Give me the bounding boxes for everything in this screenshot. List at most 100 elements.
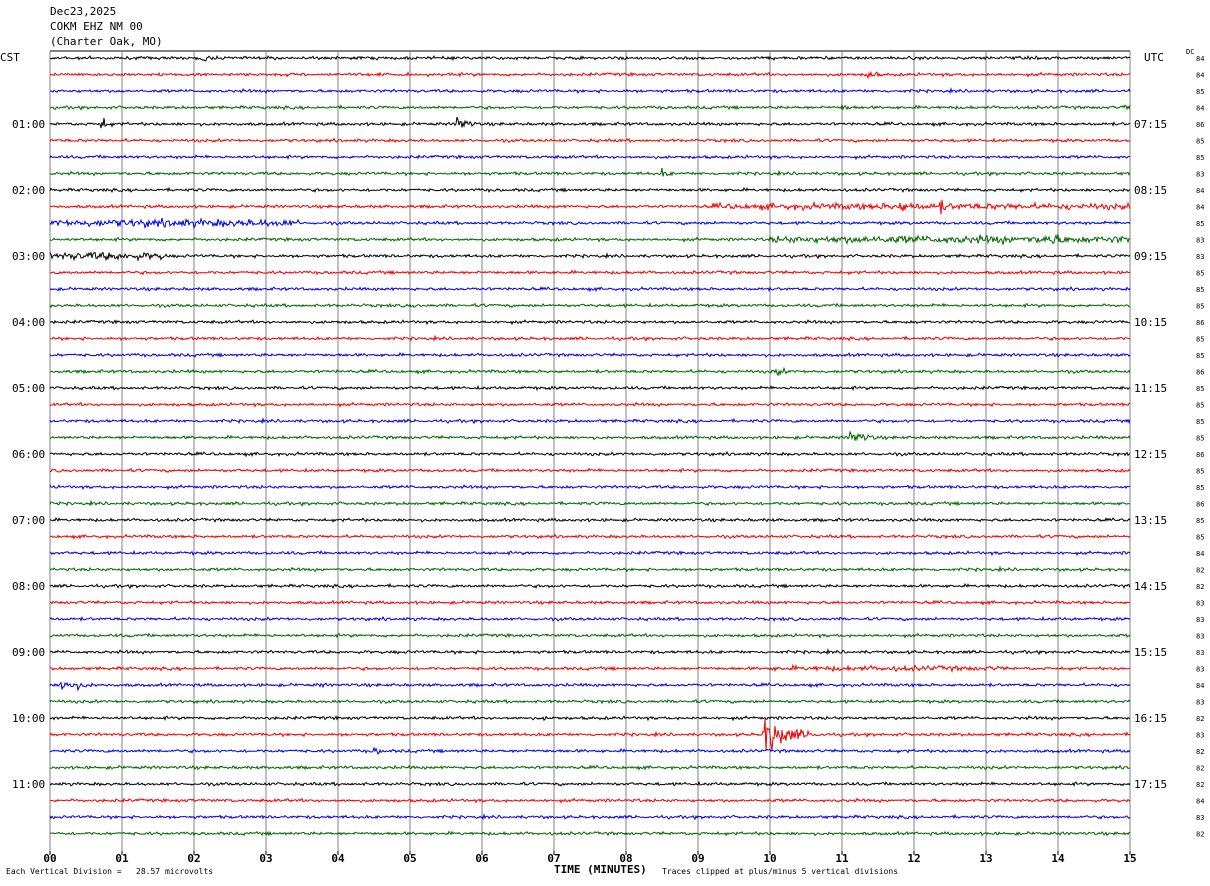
dc-offset-label: 83 [1196,732,1204,740]
x-tick-label: 05 [403,852,416,865]
station-code: COKM EHZ NM 00 [50,20,143,33]
dc-offset-label: 84 [1196,187,1204,195]
station-location: (Charter Oak, MO) [50,35,163,48]
seismic-trace [49,104,1131,111]
cst-hour-label: 02:00 [12,184,45,197]
utc-hour-label: 10:15 [1134,316,1167,329]
x-tick-label: 06 [475,852,489,865]
seismic-trace [49,430,1131,442]
seismic-trace [49,830,1131,837]
dc-offset-label: 85 [1196,220,1204,228]
seismic-trace [49,70,1131,80]
scale-note: Each Vertical Division = 28.57 microvolt… [6,867,214,876]
x-axis-label: TIME (MINUTES) [554,863,647,876]
seismic-trace [49,416,1131,425]
dc-offset-label: 83 [1196,237,1204,245]
seismic-trace [49,384,1131,392]
dc-offset-label: 86 [1196,451,1204,459]
x-tick-label: 03 [259,852,272,865]
seismic-trace [49,516,1131,523]
minute-grid [49,50,1131,851]
right-timezone-label: UTC [1144,51,1164,64]
cst-hour-label: 05:00 [12,382,45,395]
seismic-trace [49,467,1131,474]
dc-offset-label: 83 [1196,633,1204,641]
dc-offset-label: 85 [1196,270,1204,278]
dc-offset-label: 83 [1196,666,1204,674]
x-tick-label: 08 [619,852,632,865]
dc-offset-label: 85 [1196,286,1204,294]
seismic-trace [49,549,1131,557]
seismic-trace [49,681,1131,692]
utc-hour-label: 07:15 [1134,118,1167,131]
x-tick-label: 10 [763,852,776,865]
dc-offset-label: 83 [1196,616,1204,624]
x-tick-label: 09 [691,852,704,865]
dc-offset-label: 82 [1196,715,1204,723]
x-axis-ticks: 00 01 02 03 04 05 06 07 08 09 10 11 12 13 14 15 [43,851,1137,865]
seismic-trace [49,719,1131,752]
utc-hour-label: 13:15 [1134,514,1167,527]
dc-offset-label: 84 [1196,798,1204,806]
seismic-trace [49,186,1131,193]
clip-note: Traces clipped at plus/minus 5 vertical … [662,867,899,876]
record-date: Dec23,2025 [50,5,117,18]
left-timezone-label: CST [0,51,20,64]
dc-offset-label: 85 [1196,385,1204,393]
seismic-trace [49,451,1131,458]
seismic-trace [49,334,1131,342]
dc-offset-label: 86 [1196,369,1204,377]
dc-offset-label: 85 [1196,517,1204,525]
seismic-trace [49,582,1131,590]
dc-offset-label: 86 [1196,501,1204,509]
x-tick-label: 04 [331,852,345,865]
seismic-trace [49,780,1131,788]
dc-offset-label: 85 [1196,534,1204,542]
seismic-trace [49,647,1131,656]
dc-offset-label: 85 [1196,154,1204,162]
seismic-trace [49,54,1131,62]
seismic-trace [49,319,1131,326]
seismic-trace [49,366,1131,377]
dc-offset-label: 85 [1196,352,1204,360]
dc-offset-label: 82 [1196,765,1204,773]
cst-hour-label: 06:00 [12,448,45,461]
seismic-trace [49,715,1131,722]
seismic-trace [49,167,1131,177]
seismic-traces: 84 84 85 84 01:00 07:15 86 85 85 83 02:00 08:15 84 84… [12,54,1204,839]
seismic-trace [49,698,1131,705]
dc-offset-label: 83 [1196,699,1204,707]
dc-offset-label: 86 [1196,319,1204,327]
dc-offset-label: 86 [1196,121,1204,129]
dc-offset-label: 85 [1196,303,1204,311]
x-tick-label: 15 [1123,852,1136,865]
x-tick-label: 02 [187,852,200,865]
seismic-trace [49,86,1131,95]
dc-offset-label: 83 [1196,253,1204,261]
seismic-trace [49,302,1131,309]
utc-hour-label: 17:15 [1134,778,1167,791]
dc-offset-label: 84 [1196,682,1204,690]
seismic-trace [49,116,1131,129]
dc-offset-label: 82 [1196,583,1204,591]
seismic-trace [49,797,1131,804]
seismic-trace [49,251,1131,262]
dc-offset-label: 82 [1196,781,1204,789]
x-tick-label: 01 [115,852,129,865]
dc-offset-label: 84 [1196,204,1204,212]
utc-hour-label: 09:15 [1134,250,1167,263]
dc-offset-label: 84 [1196,550,1204,558]
cst-hour-label: 08:00 [12,580,45,593]
cst-hour-label: 10:00 [12,712,45,725]
dc-offset-label: 83 [1196,171,1204,179]
cst-hour-label: 01:00 [12,118,45,131]
seismic-trace [49,269,1131,276]
cst-hour-label: 04:00 [12,316,45,329]
dc-offset-label: 85 [1196,88,1204,96]
dc-offset-label: 85 [1196,138,1204,146]
utc-hour-label: 11:15 [1134,382,1167,395]
x-tick-label: 14 [1051,852,1065,865]
dc-offset-label: 85 [1196,435,1204,443]
seismic-trace [49,154,1130,161]
